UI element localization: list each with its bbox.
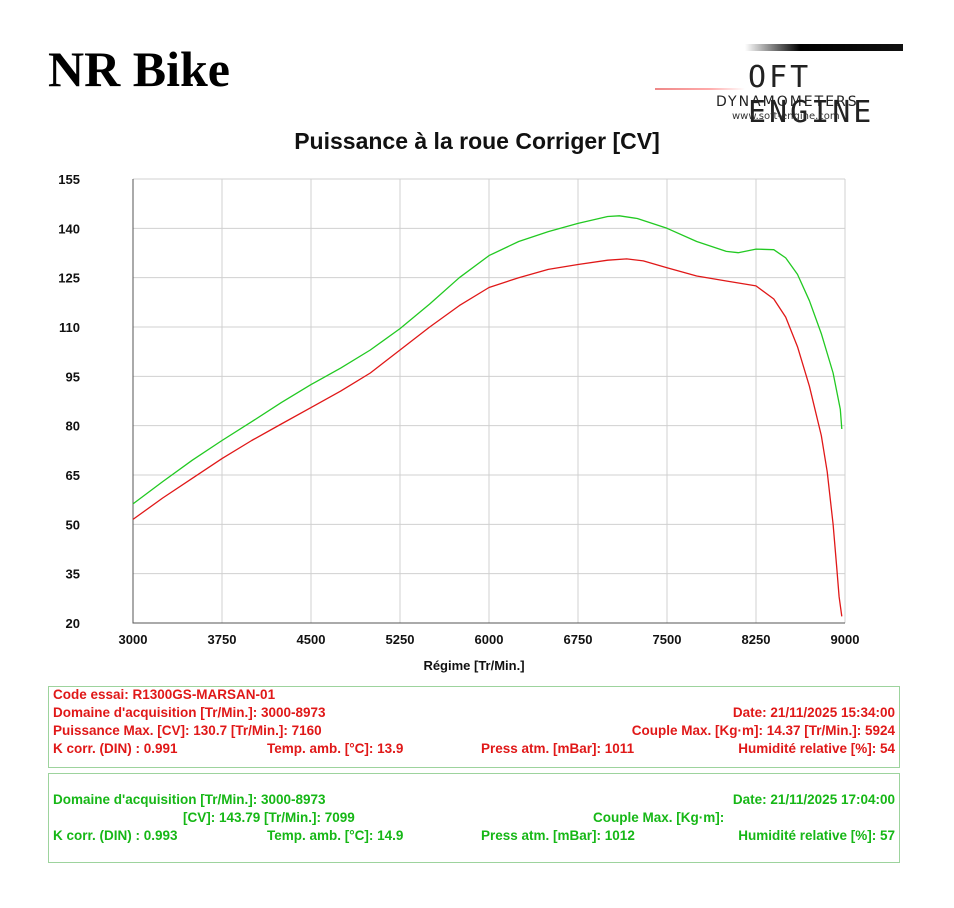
- x-tick-label: 4500: [297, 632, 326, 647]
- power-curve-1: [132, 215, 843, 505]
- y-tick-label: 80: [66, 419, 80, 434]
- run1-info-box: Code essai: R1300GS-MARSAN-01 Domaine d'…: [48, 686, 900, 768]
- power-curve-2: [132, 258, 843, 617]
- run2-puissance: [CV]: 143.79 [Tr/Min.]: 7099: [183, 810, 355, 825]
- y-tick-label: 140: [58, 221, 80, 236]
- chart-series: [132, 215, 843, 617]
- x-axis-label: Régime [Tr/Min.]: [423, 658, 524, 673]
- run2-date: Date: 21/11/2025 17:04:00: [732, 792, 895, 807]
- x-tick-label: 7500: [653, 632, 682, 647]
- logo-subtitle: DYNAMOMETERS: [716, 94, 859, 110]
- y-tick-label: 20: [66, 616, 80, 631]
- y-tick-label: 125: [58, 271, 80, 286]
- chart-axes: [132, 179, 845, 624]
- run1-puissance: Puissance Max. [CV]: 130.7 [Tr/Min.]: 71…: [53, 723, 322, 738]
- run2-domaine: Domaine d'acquisition [Tr/Min.]: 3000-89…: [53, 792, 326, 807]
- y-tick-label: 95: [66, 369, 80, 384]
- x-tick-label: 5250: [386, 632, 415, 647]
- y-tick-label: 65: [66, 468, 80, 483]
- run2-humidite: Humidité relative [%]: 57: [738, 828, 895, 843]
- run1-date: Date: 21/11/2025 15:34:00: [732, 705, 895, 720]
- run2-press: Press atm. [mBar]: 1012: [481, 828, 635, 843]
- brand-title: NR Bike: [48, 41, 230, 97]
- y-tick-label: 35: [66, 567, 80, 582]
- run2-temp: Temp. amb. [°C]: 14.9: [267, 828, 404, 843]
- y-tick-label: 155: [58, 172, 80, 187]
- run1-couple: Couple Max. [Kg·m]: 14.37 [Tr/Min.]: 592…: [631, 723, 895, 738]
- soft-engine-logo: OFT ENGINE DYNAMOMETERS www.soft-engine.…: [650, 40, 910, 130]
- x-tick-labels: 3000 3750 4500 5250 6000 6750 7500 8250 9000: [119, 632, 860, 647]
- logo-name: OFT ENGINE: [748, 60, 875, 130]
- x-tick-label: 6750: [564, 632, 593, 647]
- logo-bar: [745, 44, 903, 51]
- x-tick-label: 6000: [475, 632, 504, 647]
- run1-humidite: Humidité relative [%]: 54: [738, 741, 895, 756]
- run1-kcorr: K corr. (DIN) : 0.991: [53, 741, 178, 756]
- run1-domaine: Domaine d'acquisition [Tr/Min.]: 3000-89…: [53, 705, 326, 720]
- chart-title: Puissance à la roue Corriger [CV]: [294, 128, 660, 154]
- x-tick-label: 9000: [831, 632, 860, 647]
- run1-code: Code essai: R1300GS-MARSAN-01: [53, 687, 276, 702]
- y-tick-labels: 155 140 125 110 95 80 65 50 35 20: [58, 172, 80, 631]
- axis-frame: [132, 179, 845, 624]
- x-tick-label: 3000: [119, 632, 148, 647]
- logo-url: www.soft-engine.com: [732, 111, 840, 122]
- y-tick-label: 50: [66, 517, 80, 532]
- logo-swoosh: [655, 88, 745, 90]
- x-tick-label: 8250: [742, 632, 771, 647]
- y-tick-label: 110: [59, 320, 80, 335]
- run2-kcorr: K corr. (DIN) : 0.993: [53, 828, 178, 843]
- chart-grid: [132, 178, 846, 624]
- x-tick-label: 3750: [208, 632, 237, 647]
- power-chart: 3000 3750 4500 5250 6000 6750 7500 8250 9000 155…: [58, 172, 860, 673]
- run1-temp: Temp. amb. [°C]: 13.9: [267, 741, 404, 756]
- run2-couple: Couple Max. [Kg·m]:: [593, 810, 725, 825]
- run2-info-box: Domaine d'acquisition [Tr/Min.]: 3000-89…: [48, 773, 900, 863]
- run1-press: Press atm. [mBar]: 1011: [481, 741, 635, 756]
